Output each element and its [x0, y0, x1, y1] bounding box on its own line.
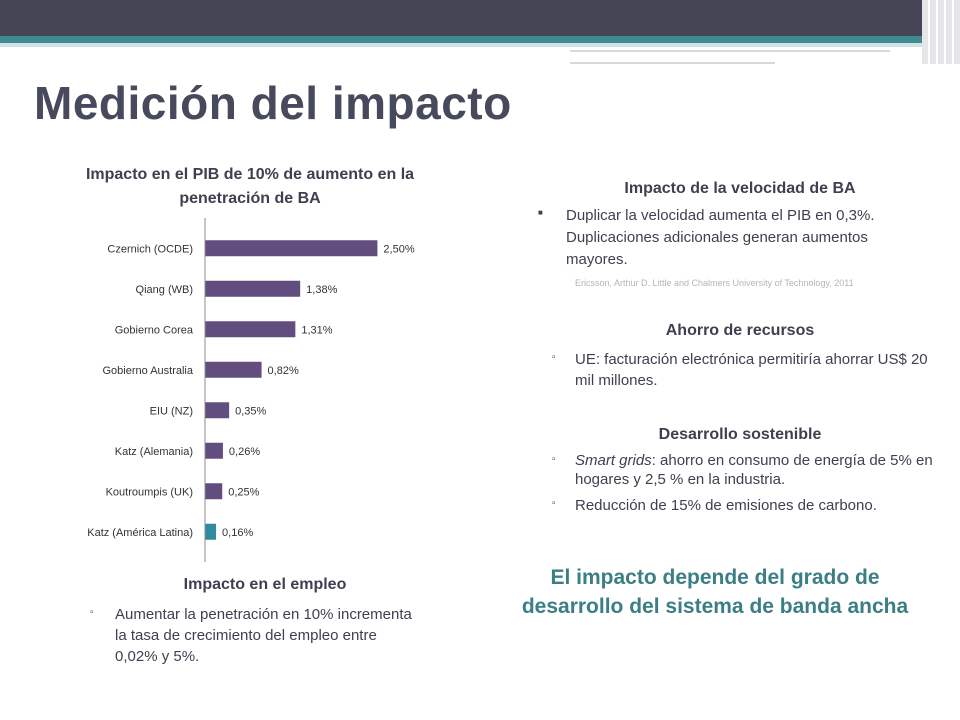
category-label: EIU (NZ): [150, 405, 193, 417]
bullet-icon: ▫: [552, 498, 556, 509]
category-label: Gobierno Australia: [103, 365, 194, 377]
header-rule: [570, 62, 775, 64]
bullet-icon: ▫: [552, 454, 556, 465]
header-bar: [0, 0, 960, 36]
value-label: 0,35%: [235, 405, 266, 417]
value-label: 0,26%: [229, 446, 260, 458]
bar: [205, 523, 217, 540]
category-label: Katz (Alemania): [115, 446, 193, 458]
header-corner-decoration: [922, 0, 960, 64]
category-label: Katz (América Latina): [87, 527, 193, 539]
bar: [205, 280, 301, 297]
value-label: 0,25%: [228, 486, 259, 498]
header-stripe: [0, 36, 960, 43]
bar: [205, 240, 378, 257]
speed-text: Duplicar la velocidad aumenta el PIB en …: [566, 207, 875, 268]
category-label: Koutroumpis (UK): [106, 486, 193, 498]
conclusion-text: El impacto depende del grado de desarrol…: [521, 566, 909, 618]
value-label: 0,82%: [268, 365, 299, 377]
bar: [205, 402, 230, 419]
source-citation: Ericsson, Arthur D. Little and Chalmers …: [575, 278, 854, 288]
value-label: 0,16%: [222, 527, 253, 539]
emissions-text: Reducción de 15% de emisiones de carbono…: [575, 497, 877, 514]
bar: [205, 361, 262, 378]
bullet-icon: ▫: [90, 607, 94, 618]
value-label: 1,38%: [306, 284, 337, 296]
header-rule: [570, 50, 890, 52]
value-label: 2,50%: [383, 243, 414, 255]
sustainable-heading: Desarrollo sostenible: [658, 426, 822, 443]
bar-chart: Czernich (OCDE) 2,50% Qiang (WB) 1,38% Gobie…: [70, 214, 432, 566]
smart-grids-text: Smart grids: ahorro en consumo de energí…: [575, 451, 935, 489]
speed-heading: Impacto de la velocidad de BA: [624, 180, 856, 197]
bullet-icon: ▫: [552, 352, 556, 363]
chart-background: [70, 214, 432, 566]
employment-text: Aumentar la penetración en 10% increment…: [115, 606, 412, 665]
chart-title: Impacto en el PIB de 10% de aumento en l…: [85, 166, 415, 207]
category-label: Gobierno Corea: [115, 324, 194, 336]
page-title: Medición del impacto: [34, 77, 512, 129]
bar: [205, 442, 223, 459]
category-label: Qiang (WB): [136, 284, 193, 296]
savings-heading: Ahorro de recursos: [665, 322, 815, 339]
savings-text: UE: facturación electrónica permitiría a…: [575, 351, 928, 389]
bullet-icon: ■: [538, 208, 543, 217]
smart-grids-detail: : ahorro en consumo de energía de 5% en …: [575, 452, 933, 488]
smart-grids-term: Smart grids: [575, 452, 652, 469]
employment-heading: Impacto en el empleo: [183, 576, 347, 593]
bar: [205, 483, 223, 500]
bar: [205, 321, 296, 338]
value-label: 1,31%: [301, 324, 332, 336]
category-label: Czernich (OCDE): [107, 243, 193, 255]
header-stripe-light: [0, 43, 960, 47]
